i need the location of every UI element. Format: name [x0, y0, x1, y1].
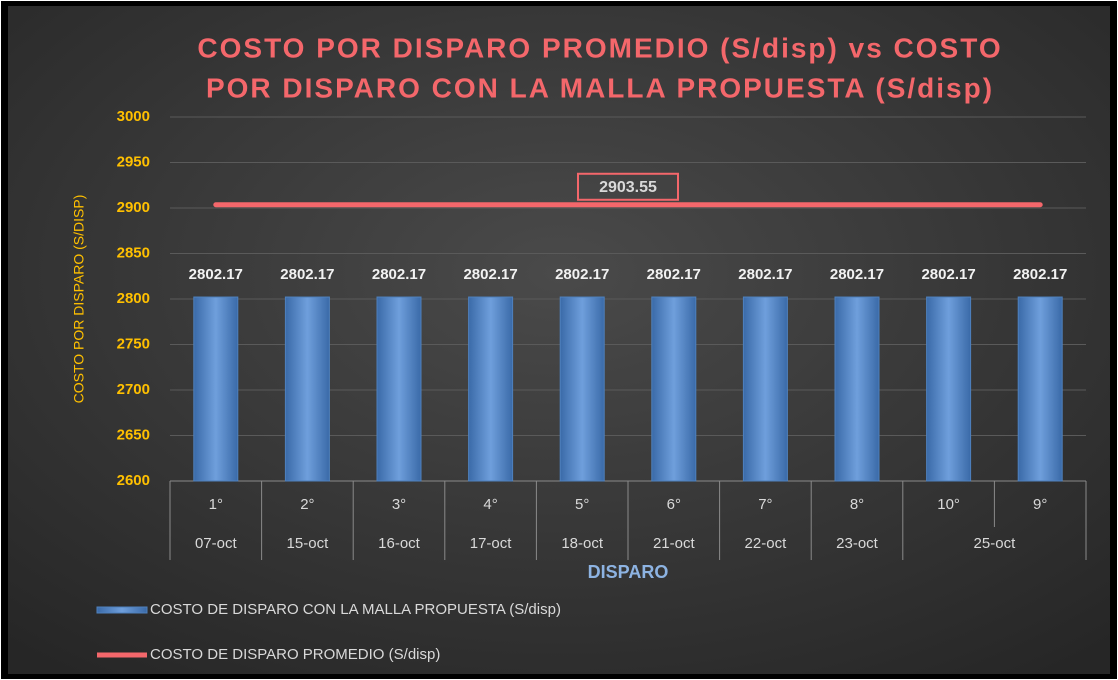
- data-label: 2802.17: [647, 266, 701, 283]
- legend-label: COSTO DE DISPARO CON LA MALLA PROPUESTA …: [150, 601, 561, 618]
- bar: [651, 296, 697, 482]
- x-group-label: 25-oct: [974, 535, 1017, 552]
- data-label: 2802.17: [189, 266, 243, 283]
- x-group-label: 17-oct: [470, 535, 513, 552]
- x-tick-label: 3°: [392, 496, 406, 513]
- x-group-label: 21-oct: [653, 535, 696, 552]
- bar: [926, 296, 972, 482]
- legend-label: COSTO DE DISPARO PROMEDIO (S/disp): [150, 646, 440, 663]
- x-group-label: 15-oct: [287, 535, 330, 552]
- y-tick-label: 2700: [117, 381, 150, 398]
- x-tick-label: 1°: [209, 496, 223, 513]
- bar: [468, 296, 514, 482]
- data-label: 2802.17: [921, 266, 975, 283]
- data-label: 2802.17: [1013, 266, 1067, 283]
- bar: [284, 296, 330, 482]
- x-group-label: 18-oct: [561, 535, 604, 552]
- data-label: 2903.55: [599, 179, 657, 196]
- x-tick-label: 6°: [667, 496, 681, 513]
- data-label-box: [577, 172, 679, 201]
- x-group-label: 16-oct: [378, 535, 421, 552]
- chart-title: COSTO POR DISPARO PROMEDIO (S/disp) vs C…: [197, 32, 1002, 63]
- y-tick-label: 3000: [117, 108, 150, 125]
- data-label: 2802.17: [738, 266, 792, 283]
- bar: [559, 296, 605, 482]
- data-label: 2802.17: [280, 266, 334, 283]
- data-label: 2802.17: [830, 266, 884, 283]
- bar: [1017, 296, 1063, 482]
- x-group-label: 07-oct: [195, 535, 238, 552]
- x-tick-label: 4°: [483, 496, 497, 513]
- bar: [376, 296, 422, 482]
- chart-title: POR DISPARO CON LA MALLA PROPUESTA (S/di…: [206, 72, 994, 103]
- y-axis-label: COSTO POR DISPARO (S/DISP): [71, 195, 87, 404]
- y-tick-label: 2650: [117, 426, 150, 443]
- x-group-label: 23-oct: [836, 535, 879, 552]
- y-tick-label: 2900: [117, 199, 150, 216]
- y-tick-label: 2950: [117, 153, 150, 170]
- x-group-label: 22-oct: [745, 535, 788, 552]
- x-tick-label: 2°: [300, 496, 314, 513]
- legend-swatch: [96, 606, 148, 614]
- y-tick-label: 2750: [117, 335, 150, 352]
- y-tick-label: 2800: [117, 290, 150, 307]
- x-tick-label: 8°: [850, 496, 864, 513]
- data-label: 2802.17: [372, 266, 426, 283]
- x-tick-label: 7°: [758, 496, 772, 513]
- y-tick-label: 2850: [117, 244, 150, 261]
- data-label: 2802.17: [463, 266, 517, 283]
- x-tick-label: 5°: [575, 496, 589, 513]
- data-label: 2802.17: [555, 266, 609, 283]
- bar: [193, 296, 239, 482]
- bar: [742, 296, 788, 482]
- x-axis-label: DISPARO: [588, 562, 669, 582]
- x-tick-label: 9°: [1033, 496, 1047, 513]
- x-tick-label: 10°: [937, 496, 960, 513]
- y-tick-label: 2600: [117, 472, 150, 489]
- bar: [834, 296, 880, 482]
